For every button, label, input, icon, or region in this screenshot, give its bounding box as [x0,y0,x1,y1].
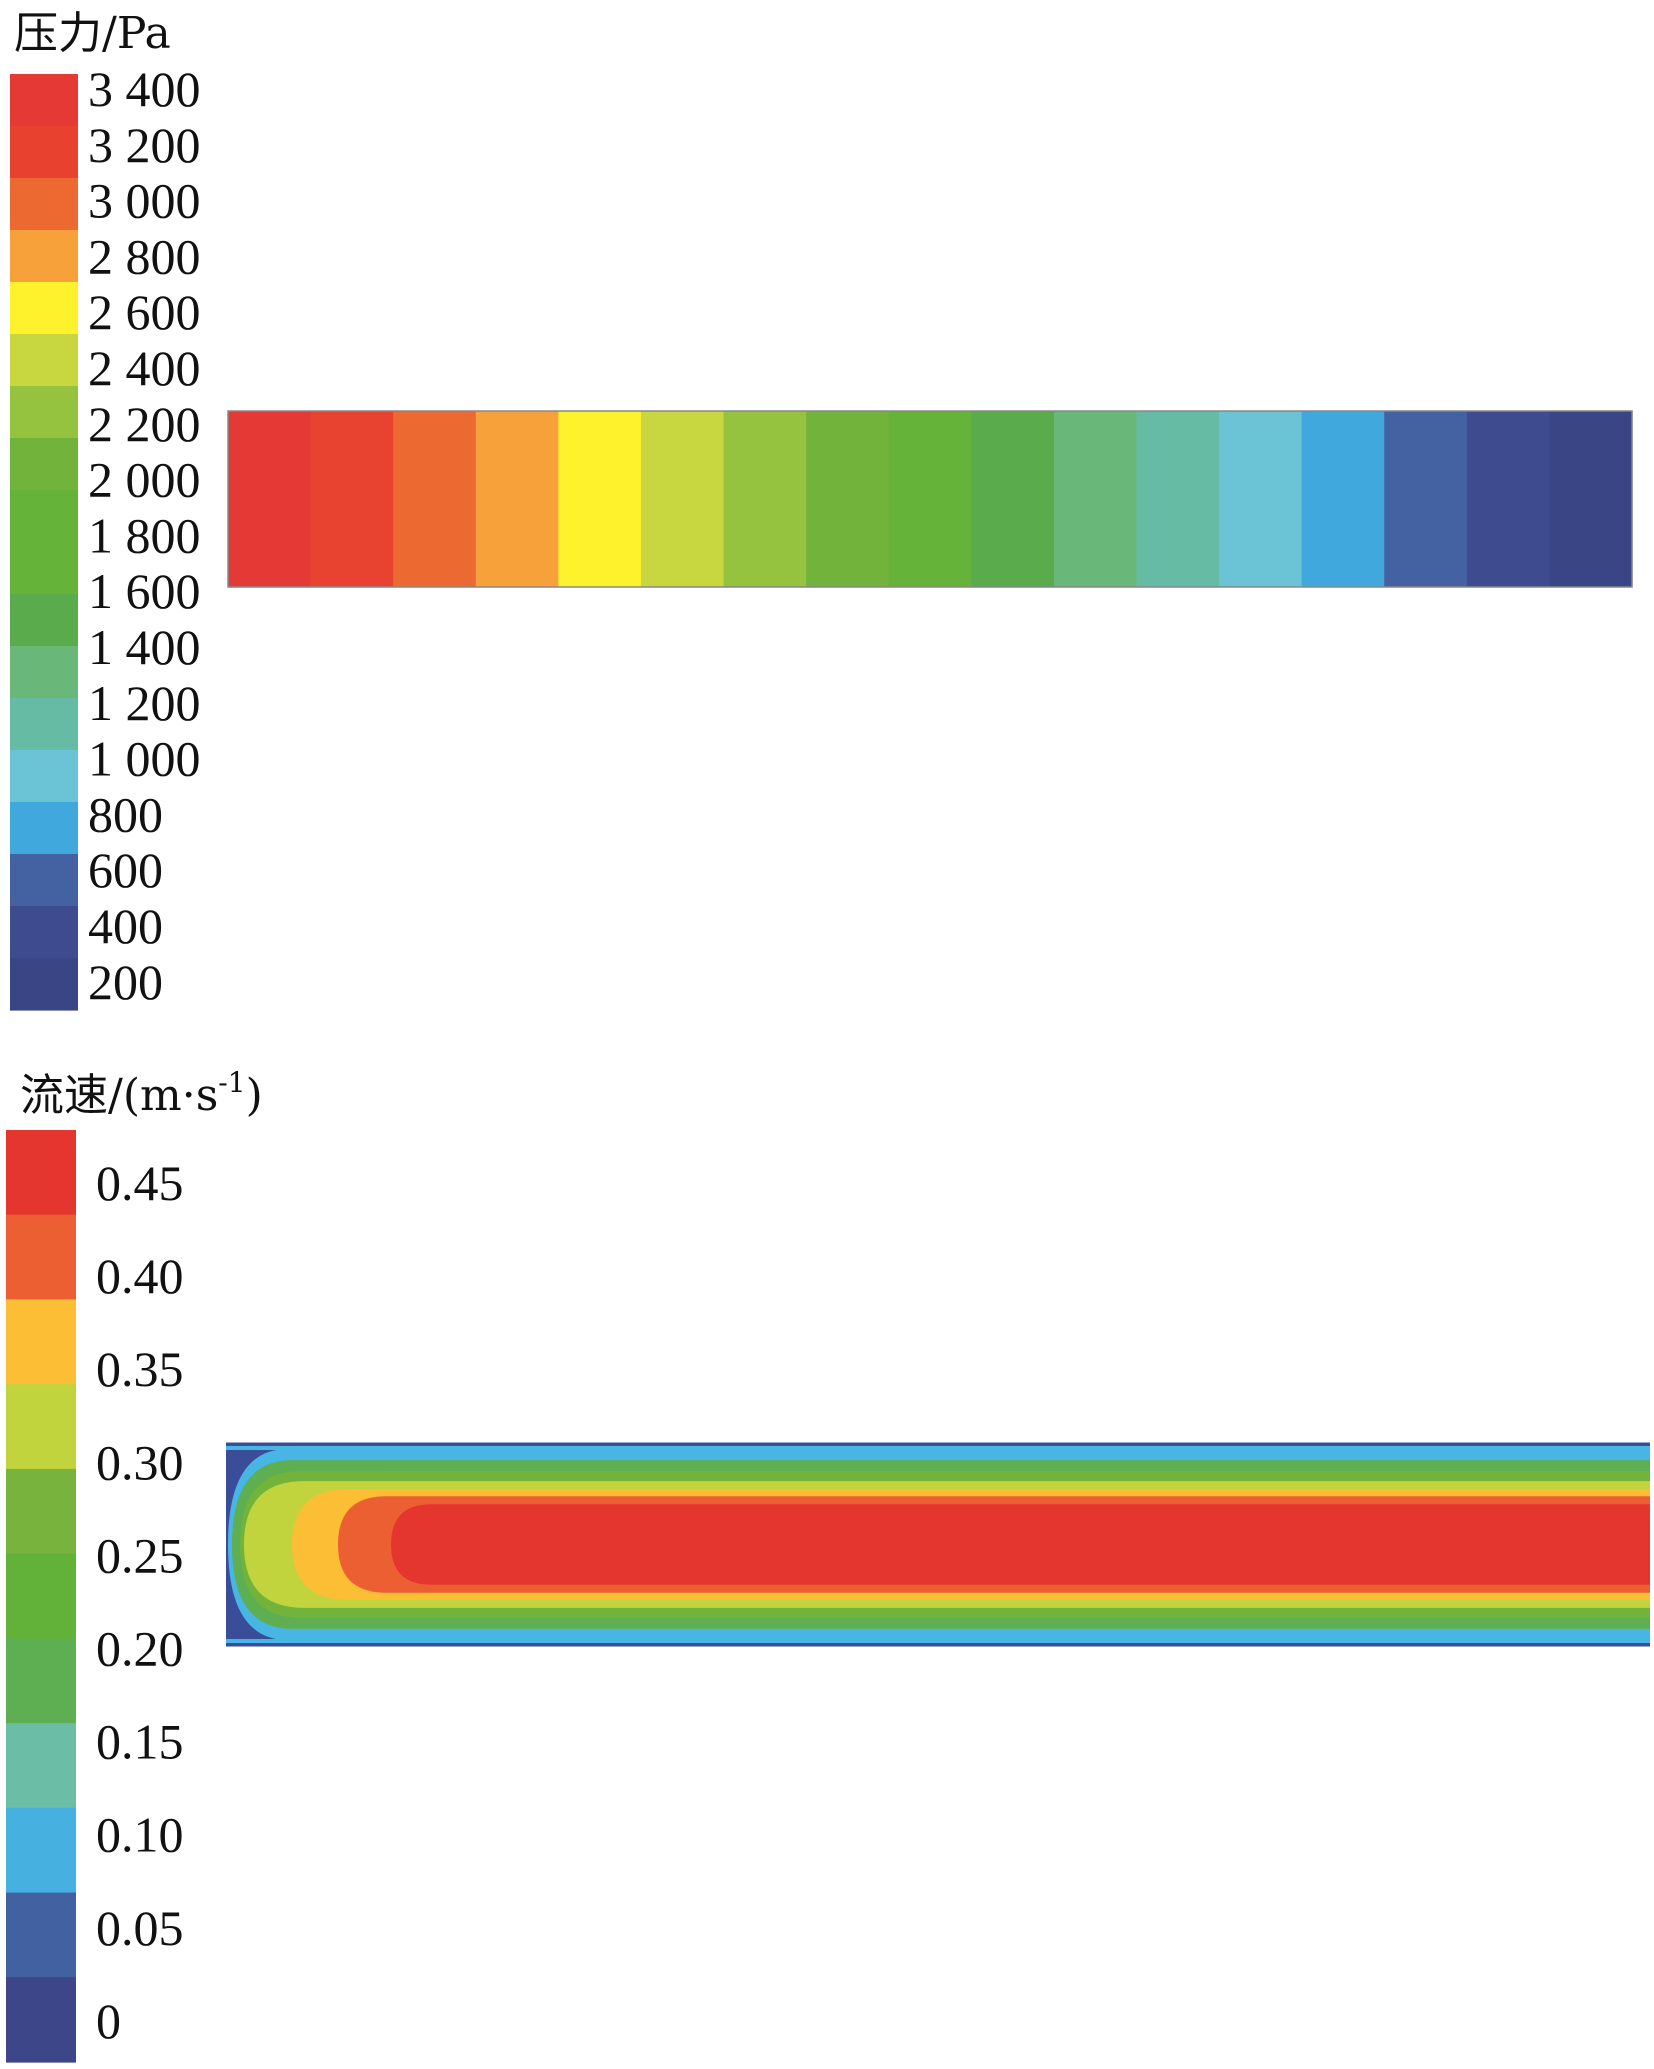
pressure-band [888,411,972,587]
velocity-contour-field [226,1442,1650,1647]
pressure-colorbar-swatch [10,438,78,491]
velocity-colorbar-swatch [6,1468,76,1555]
pressure-band [228,411,312,587]
velocity-contour-layer [391,1504,1650,1585]
velocity-tick-label: 0.15 [96,1714,184,1770]
pressure-colorbar-swatch [10,698,78,751]
pressure-tick-label: 3 400 [88,61,201,117]
pressure-colorbar-swatch [10,282,78,335]
velocity-colorbar-ticks: 0.45 0.40 0.35 0.30 0.25 0.20 0.15 0.10 0.05 0 [96,1155,184,2049]
pressure-field-border [227,410,1633,588]
pressure-tick-label: 3 000 [88,173,201,229]
velocity-title-superscript: -1 [218,1066,245,1099]
pressure-tick-label: 2 400 [88,340,201,396]
pressure-band [640,411,725,587]
velocity-colorbar-swatch [6,1130,76,1216]
pressure-colorbar-swatch [10,386,78,439]
pressure-colorbar [10,74,78,1011]
pressure-band [1466,411,1551,587]
velocity-colorbar-swatch [6,1214,76,1301]
pressure-band [1136,411,1220,587]
pressure-tick-label: 1 400 [88,619,201,675]
velocity-colorbar-swatch [6,1384,76,1470]
pressure-tick-label: 1 000 [88,731,201,787]
pressure-colorbar-swatch [10,594,78,647]
velocity-tick-label: 0 [96,1993,121,2049]
velocity-colorbar-swatch [6,1892,76,1978]
pressure-colorbar-swatch [10,334,78,387]
pressure-tick-label: 1 800 [88,507,201,563]
velocity-tick-label: 0.05 [96,1900,184,1956]
velocity-tick-label: 0.35 [96,1341,184,1397]
pressure-tick-label: 3 200 [88,117,201,173]
velocity-tick-label: 0.25 [96,1527,184,1583]
pressure-colorbar-swatch [10,490,78,543]
pressure-band [1301,411,1385,587]
velocity-colorbar-swatch [6,1638,76,1724]
pressure-tick-label: 800 [88,786,163,842]
pressure-band [1549,411,1633,587]
pressure-tick-label: 2 000 [88,452,201,508]
pressure-band [806,411,890,587]
pressure-tick-label: 1 600 [88,563,201,619]
velocity-tick-label: 0.10 [96,1807,184,1863]
pressure-band [723,411,807,587]
velocity-tick-label: 0.30 [96,1434,184,1490]
velocity-title-main: 流速/(m·s [20,1070,218,1121]
pressure-tick-label: 600 [88,842,163,898]
pressure-tick-label: 200 [88,954,163,1010]
velocity-tick-label: 0.20 [96,1621,184,1677]
pressure-band [475,411,559,587]
pressure-colorbar-swatch [10,854,78,907]
pressure-colorbar-swatch [10,958,78,1011]
pressure-contour-field [227,410,1633,588]
pressure-band [1219,411,1303,587]
pressure-colorbar-swatch [10,750,78,803]
pressure-colorbar-swatch [10,906,78,959]
pressure-band [1053,411,1138,587]
pressure-colorbar-swatch [10,230,78,283]
velocity-colorbar-swatch [6,1553,76,1639]
velocity-title-close: ) [246,1070,263,1121]
pressure-band [310,411,394,587]
pressure-colorbar-swatch [10,542,78,595]
velocity-tick-label: 0.40 [96,1248,184,1304]
velocity-panel: 流速/(m·s-1) 0.450.400.350.300.250.200.150… [6,1066,1650,2063]
velocity-tick-label: 0.45 [96,1155,184,1211]
pressure-colorbar-swatch [10,126,78,179]
pressure-band [1384,411,1468,587]
pressure-colorbar-swatch [10,646,78,699]
velocity-colorbar-swatch [6,1977,76,2063]
pressure-tick-label: 2 200 [88,396,201,452]
pressure-colorbar-swatch [10,802,78,855]
velocity-colorbar [6,1130,76,2063]
pressure-tick-label: 2 800 [88,228,201,284]
pressure-band [971,411,1055,587]
pressure-colorbar-swatch [10,74,78,127]
pressure-colorbar-title: 压力/Pa [14,8,171,59]
velocity-colorbar-swatch [6,1723,76,1809]
velocity-colorbar-swatch [6,1299,76,1385]
pressure-colorbar-swatch [10,178,78,231]
velocity-colorbar-title: 流速/(m·s-1) [20,1066,263,1121]
pressure-band [393,411,477,587]
pressure-tick-label: 2 600 [88,284,201,340]
velocity-colorbar-swatch [6,1807,76,1894]
pressure-tick-label: 1 200 [88,675,201,731]
pressure-band [558,411,642,587]
pressure-tick-label: 400 [88,898,163,954]
